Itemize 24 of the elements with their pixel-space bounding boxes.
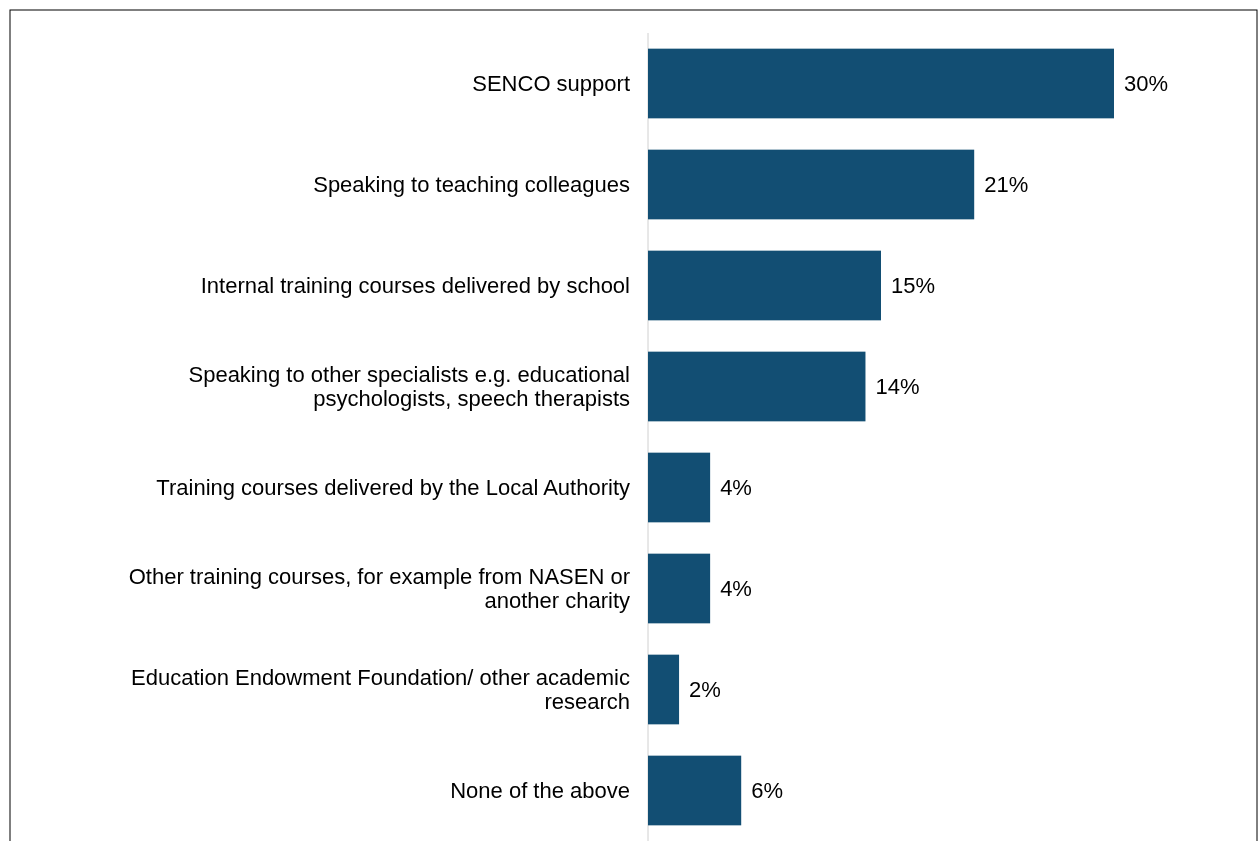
bar bbox=[648, 250, 881, 321]
bar bbox=[648, 452, 711, 523]
y-tick-label: None of the above bbox=[450, 778, 630, 804]
data-label: 14% bbox=[875, 374, 920, 400]
data-label: 15% bbox=[891, 273, 936, 299]
bar bbox=[648, 149, 975, 220]
y-tick-label: Speaking to teaching colleagues bbox=[313, 172, 630, 198]
y-tick-label: Internal training courses delivered by school bbox=[200, 273, 630, 299]
y-tick-label: SENCO support bbox=[472, 71, 630, 97]
y-tick-label: Speaking to other specialists e.g. educational psychologists, speech therapists bbox=[188, 361, 630, 412]
bar bbox=[648, 553, 711, 624]
data-label: 21% bbox=[984, 172, 1029, 198]
y-tick-label: Training courses delivered by the Local Authority bbox=[156, 475, 630, 501]
data-label: 30% bbox=[1124, 71, 1169, 97]
y-tick-label: Education Endowment Foundation/ other academic research bbox=[131, 664, 630, 715]
bar bbox=[648, 48, 1114, 119]
data-label: 6% bbox=[751, 778, 783, 804]
data-label: 2% bbox=[689, 677, 721, 703]
bar bbox=[648, 654, 680, 725]
bar bbox=[648, 755, 742, 826]
data-label: 4% bbox=[720, 475, 752, 501]
bar bbox=[648, 351, 866, 422]
y-tick-label: Other training courses, for example from NASEN or another charity bbox=[128, 563, 630, 614]
data-label: 4% bbox=[720, 576, 752, 602]
